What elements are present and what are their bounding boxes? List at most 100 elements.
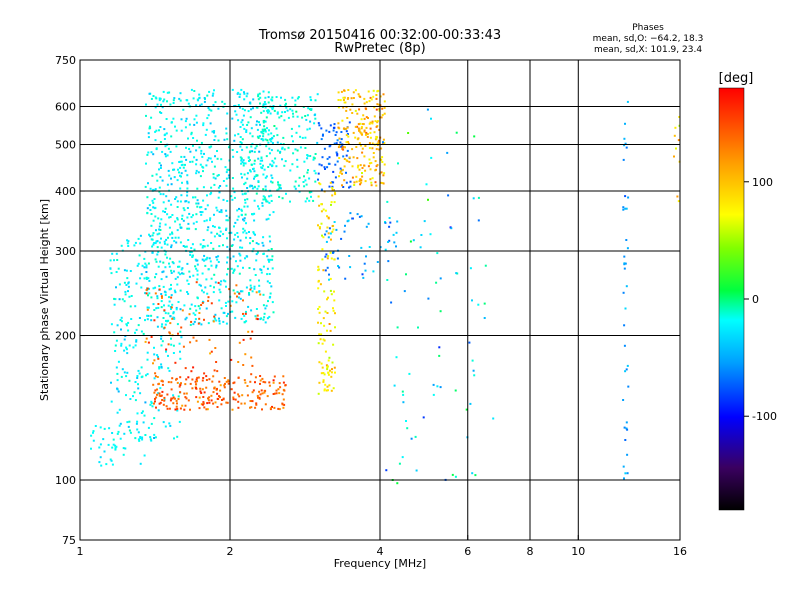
data-point bbox=[270, 194, 273, 197]
data-point bbox=[195, 202, 198, 205]
data-point bbox=[275, 127, 278, 130]
data-point bbox=[349, 180, 352, 183]
data-point bbox=[170, 177, 172, 180]
data-point bbox=[318, 305, 321, 308]
data-point bbox=[117, 390, 120, 393]
data-point bbox=[250, 108, 253, 111]
data-point bbox=[375, 135, 378, 138]
chart-title-line2: RwPretec (8p) bbox=[334, 41, 425, 56]
data-point bbox=[185, 378, 188, 381]
data-point bbox=[240, 157, 243, 160]
data-point bbox=[225, 171, 228, 174]
data-point bbox=[360, 126, 363, 129]
data-point bbox=[148, 233, 150, 236]
data-point bbox=[140, 412, 143, 414]
data-point bbox=[205, 307, 208, 310]
data-point bbox=[417, 326, 419, 329]
data-point bbox=[334, 312, 336, 315]
data-point bbox=[677, 200, 680, 203]
data-point bbox=[203, 406, 206, 409]
data-point bbox=[169, 424, 172, 427]
data-point bbox=[373, 131, 376, 134]
data-point bbox=[127, 329, 130, 332]
data-point bbox=[163, 326, 166, 329]
data-point bbox=[171, 317, 174, 320]
data-point bbox=[237, 215, 240, 218]
data-point bbox=[243, 402, 246, 405]
data-point bbox=[179, 357, 182, 360]
data-point bbox=[172, 352, 175, 354]
data-point bbox=[170, 135, 173, 138]
data-point bbox=[166, 393, 169, 396]
data-point bbox=[178, 342, 181, 345]
data-point bbox=[190, 88, 193, 91]
data-point bbox=[345, 106, 348, 109]
data-point bbox=[336, 154, 339, 157]
data-point bbox=[262, 293, 265, 296]
data-point bbox=[332, 387, 335, 390]
data-point bbox=[152, 232, 155, 235]
data-point bbox=[323, 324, 326, 327]
data-point bbox=[181, 272, 184, 275]
data-point bbox=[237, 235, 239, 238]
data-point bbox=[330, 203, 332, 206]
data-point bbox=[249, 116, 252, 119]
data-point bbox=[279, 104, 282, 107]
data-point bbox=[127, 285, 130, 288]
data-point bbox=[205, 128, 208, 131]
data-point bbox=[171, 397, 174, 400]
data-point bbox=[194, 265, 197, 268]
data-point bbox=[170, 337, 172, 340]
data-point bbox=[198, 93, 201, 96]
data-point bbox=[342, 148, 345, 151]
data-point bbox=[344, 224, 346, 227]
data-point bbox=[676, 195, 679, 198]
data-point bbox=[168, 174, 171, 177]
data-point bbox=[237, 296, 240, 299]
data-point bbox=[156, 388, 158, 391]
data-point bbox=[306, 171, 309, 174]
data-point bbox=[164, 425, 167, 428]
data-point bbox=[184, 126, 187, 129]
data-point bbox=[403, 290, 406, 293]
data-point bbox=[225, 322, 228, 325]
data-point bbox=[268, 129, 270, 132]
data-point bbox=[172, 394, 175, 397]
data-point bbox=[236, 290, 239, 293]
data-point bbox=[168, 262, 170, 265]
data-point bbox=[202, 124, 205, 127]
stats-o-line: mean, sd,O: −64.2, 18.3 bbox=[593, 34, 704, 44]
data-point bbox=[625, 146, 628, 149]
data-point bbox=[125, 375, 128, 378]
data-point bbox=[396, 482, 399, 485]
data-point bbox=[337, 91, 340, 94]
data-point bbox=[202, 402, 205, 405]
data-point bbox=[320, 127, 323, 130]
data-point bbox=[338, 137, 341, 140]
data-point bbox=[146, 351, 149, 354]
data-point bbox=[231, 149, 234, 151]
data-point bbox=[626, 100, 629, 103]
y-tick-label: 200 bbox=[55, 330, 76, 343]
data-point bbox=[198, 96, 201, 99]
data-point bbox=[124, 293, 127, 296]
data-point bbox=[268, 381, 271, 384]
data-point bbox=[375, 137, 378, 140]
data-point bbox=[326, 385, 329, 388]
data-point bbox=[193, 248, 196, 251]
data-point bbox=[113, 331, 116, 334]
data-point bbox=[171, 236, 174, 239]
data-point bbox=[173, 289, 176, 292]
data-point bbox=[387, 241, 390, 243]
data-point bbox=[624, 439, 627, 441]
data-point bbox=[221, 399, 223, 401]
data-point bbox=[321, 156, 324, 159]
data-point bbox=[357, 123, 360, 126]
data-point bbox=[254, 406, 257, 409]
data-point bbox=[219, 185, 222, 187]
x-axis: 1 2 4 6 8 10 16 bbox=[77, 535, 687, 558]
data-point bbox=[364, 169, 367, 172]
data-point bbox=[201, 379, 204, 382]
data-point bbox=[160, 103, 162, 106]
data-point bbox=[253, 175, 256, 178]
